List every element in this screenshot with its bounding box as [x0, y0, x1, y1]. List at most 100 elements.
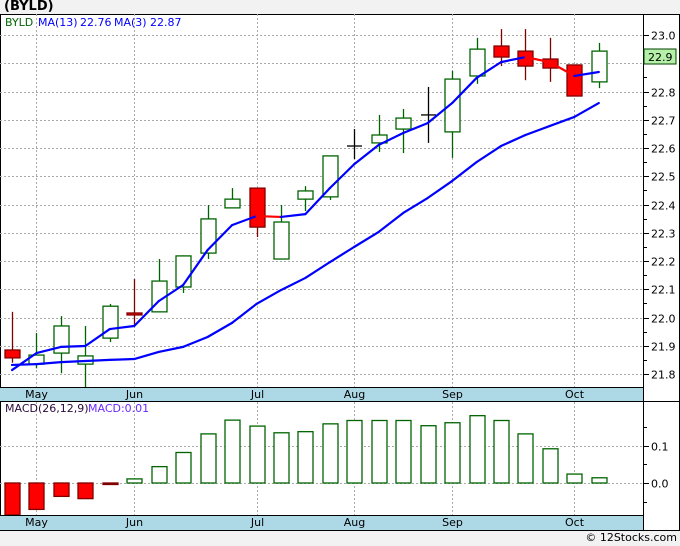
macd-bar-positive [469, 415, 486, 484]
price-tick-label: 22.8 [651, 87, 676, 100]
ma13-line-segment [426, 179, 454, 200]
macd-bar-positive [566, 473, 583, 484]
month-label: May [25, 516, 48, 529]
macd-tick-label: 0.0 [651, 478, 669, 491]
ma3-line-segment [279, 213, 307, 219]
ma3-line-segment [133, 300, 160, 328]
macd-bar-positive [371, 419, 388, 484]
ma3-line-segment [59, 344, 87, 348]
ma13-line-segment [475, 144, 503, 164]
candle-up [395, 117, 412, 130]
legend-ma13-value: 22.76 [80, 16, 112, 29]
ma3-line-segment [426, 101, 454, 125]
ma3-line-segment [499, 55, 527, 64]
price-tick-label: 23.0 [651, 30, 676, 43]
ma3-line-segment [353, 143, 380, 166]
ma3-line-segment [35, 345, 63, 355]
month-label: Sep [442, 388, 463, 401]
macd-histogram [4, 415, 608, 516]
ma13-line-segment [157, 345, 185, 354]
ma3-line-segment [573, 70, 600, 78]
ma13-line-segment [59, 359, 87, 364]
macd-bar-negative [102, 482, 119, 486]
ma3-line-segment [230, 214, 258, 227]
macd-bar-positive [395, 419, 412, 484]
ma13-line-segment [279, 276, 307, 292]
legend-ma3-value: 22.87 [150, 16, 182, 29]
month-label: Jul [250, 388, 264, 401]
candle-up [371, 134, 388, 144]
ma13-line-segment [304, 261, 331, 280]
macd-bar-positive [224, 419, 241, 484]
macd-bar-positive [297, 431, 314, 484]
macd-tick-label: 0.1 [651, 441, 669, 454]
month-label: Oct [565, 388, 585, 401]
macd-bar-positive [151, 465, 168, 484]
price-tick-label: 22.4 [651, 200, 676, 213]
macd-bar-positive [175, 451, 192, 484]
price-tick-label: 22.1 [651, 284, 676, 297]
macd-bar-positive [346, 419, 363, 484]
price-tick-label: 22.5 [651, 171, 676, 184]
month-label: May [25, 388, 48, 401]
price-tick-label: 22.6 [651, 143, 676, 156]
macd-bar-negative [77, 482, 94, 500]
macd-bar-negative [4, 482, 21, 516]
ma13-line-segment [182, 335, 209, 348]
candle-down [566, 64, 583, 97]
legend-ma3-label: MA(3) [114, 16, 147, 29]
macd-bar-negative [28, 482, 45, 511]
month-label: Jun [125, 388, 143, 401]
price-tick-label: 22.0 [651, 313, 676, 326]
macd-bar-positive [322, 423, 339, 484]
price-tick-label: 22.3 [651, 228, 676, 241]
price-tick-label: 22.2 [651, 256, 676, 269]
ma3-line-segment [10, 351, 38, 372]
ma13-line-segment [524, 124, 552, 137]
ma13-line-segment [255, 288, 283, 306]
macd-legend-value: MACD:0.01 [88, 402, 149, 415]
last-price-badge [643, 48, 677, 65]
ma3-line-segment [451, 76, 478, 105]
legend-symbol: BYLD [5, 16, 33, 29]
macd-bar-positive [273, 432, 290, 484]
price-axis: 23.0 22.8 22.7 22.6 22.5 22.4 22.3 22.2 22.1 22.0… [643, 30, 676, 503]
candle-down [249, 187, 266, 228]
ma13-line-segment [451, 161, 478, 183]
macd-month-band [0, 515, 643, 530]
ma13-line-segment [402, 196, 429, 215]
ma3-line-segment [182, 248, 209, 287]
ma13-line-segment [230, 302, 258, 324]
macd-bar-positive [444, 422, 461, 484]
ma13-line-segment [133, 350, 160, 361]
copyright: © 12Stocks.com [585, 531, 677, 544]
candle-up [591, 50, 608, 83]
ma13-line-segment [499, 133, 527, 148]
candle-down [493, 45, 510, 58]
macd-bar-positive [493, 419, 510, 484]
candle-down [4, 349, 21, 359]
candle-down [126, 312, 143, 316]
macd-bar-positive [126, 478, 143, 484]
candle-up [297, 190, 314, 200]
macd-bar-positive [591, 477, 608, 484]
price-tick-label: 21.8 [651, 369, 676, 382]
month-label: Oct [565, 516, 585, 529]
ma3-line-segment [84, 327, 111, 348]
ma3-line-segment [255, 214, 283, 219]
month-label: Aug [344, 516, 365, 529]
macd-bar-positive [517, 433, 534, 484]
ma13-line-segment [206, 321, 234, 339]
ma3-line-segment [377, 131, 405, 146]
ma13-line-segment [108, 357, 136, 361]
ma13-line-segment [353, 230, 380, 248]
ma3-line-segment [108, 324, 136, 331]
macd-bar-negative [53, 482, 70, 498]
candle-up [175, 255, 192, 288]
chart-title: (BYLD) [4, 0, 54, 14]
ma3-line-segment [328, 163, 356, 190]
macd-legend-label: MACD(26,12,9) [5, 402, 89, 415]
legend-ma13-label: MA(13) [38, 16, 78, 29]
ma3-line-segment [524, 55, 552, 64]
